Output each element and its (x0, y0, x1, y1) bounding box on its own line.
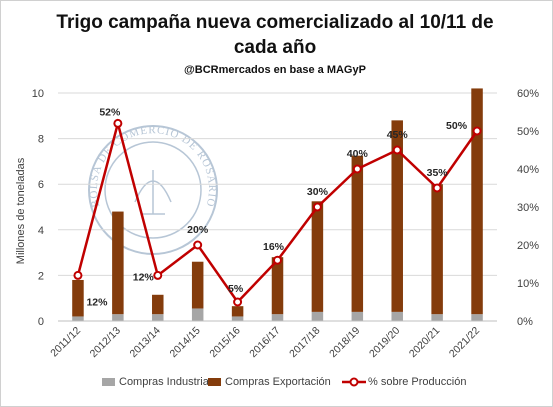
bar-compras-exportacion (311, 201, 324, 312)
bar-compras-exportacion (351, 155, 364, 312)
bar-compras-industria (471, 314, 483, 321)
bar-compras-industria (231, 316, 244, 321)
percent-line (73, 118, 482, 307)
bar-compras-industria (311, 311, 324, 321)
bars (72, 88, 483, 321)
data-label: 5% (228, 283, 244, 295)
y-axis-title: Millones de toneladas (15, 157, 27, 264)
percent-point (472, 126, 482, 136)
bar-compras-industria (72, 316, 84, 321)
percent-point (432, 183, 442, 193)
percent-point (113, 118, 123, 128)
bar-compras-industria (152, 314, 164, 321)
percent-point (392, 145, 402, 155)
data-label: 16% (263, 241, 285, 253)
y-tick-label: 8 (38, 134, 44, 146)
legend-label-percent: % sobre Producción (368, 376, 466, 388)
x-tick-label: 2011/12 (48, 325, 83, 360)
data-label: 50% (446, 120, 468, 132)
data-label: 40% (347, 148, 369, 160)
y-tick-label: 0 (38, 316, 44, 328)
bar-compras-industria (271, 314, 284, 321)
y2-tick-label: 0% (517, 316, 533, 328)
bar-compras-exportacion (231, 306, 244, 317)
legend-label-industria: Compras Industria (119, 376, 210, 388)
data-label: 20% (187, 224, 209, 236)
data-label: 12% (86, 296, 108, 308)
data-label: 35% (427, 167, 449, 179)
x-tick-label: 2018/19 (327, 325, 362, 360)
y-tick-label: 2 (38, 270, 44, 282)
bar-compras-exportacion (431, 184, 443, 315)
bar-compras-exportacion (271, 257, 284, 315)
data-label: 45% (387, 129, 409, 141)
y2-tick-label: 40% (517, 164, 539, 176)
bar-compras-industria (431, 314, 443, 321)
y2-tick-label: 20% (517, 240, 539, 252)
percent-point (273, 255, 282, 265)
percent-point (352, 164, 362, 174)
percent-point (73, 270, 83, 280)
y-tick-label: 4 (38, 225, 44, 237)
bar-compras-exportacion (72, 279, 84, 317)
y2-tick-label: 10% (517, 278, 539, 290)
seal-inner-ring (104, 141, 202, 239)
x-tick-label: 2012/13 (88, 325, 123, 360)
data-label: 52% (99, 106, 121, 118)
y2-tick-label: 30% (517, 202, 539, 214)
legend-swatch-industria (102, 378, 115, 386)
bar-compras-exportacion (391, 120, 403, 312)
x-tick-label: 2020/21 (407, 325, 442, 360)
data-label: 30% (307, 186, 329, 198)
x-tick-label: 2013/14 (128, 325, 163, 360)
percent-point (193, 240, 203, 250)
x-tick-label: 2021/22 (447, 325, 482, 360)
legend-swatch-exportacion (208, 378, 221, 386)
bar-compras-industria (391, 311, 403, 321)
gridlines (58, 92, 497, 276)
bar-compras-industria (351, 311, 364, 321)
bar-compras-exportacion (471, 88, 483, 315)
x-tick-label: 2014/15 (167, 325, 202, 360)
percent-point (153, 270, 163, 280)
chart-subtitle: @BCRmercados en base a MAGyP (184, 64, 366, 76)
data-label: 12% (133, 271, 155, 283)
data-labels: 12% 52% 12% 20% 5% 16% 30% 40% 45% 35% 50% (86, 106, 467, 308)
legend-label-exportacion: Compras Exportación (225, 376, 331, 388)
percent-point (233, 297, 243, 307)
x-tick-label: 2017/18 (287, 325, 322, 360)
seal-emblem (134, 170, 172, 215)
bar-compras-industria (191, 308, 204, 321)
y-tick-label: 6 (38, 179, 44, 191)
legend: Compras Industria Compras Exportación % so… (102, 376, 466, 388)
bar-compras-exportacion (152, 294, 164, 315)
x-tick-label: 2019/20 (367, 325, 402, 360)
bar-compras-industria (112, 314, 124, 321)
percent-point (312, 202, 322, 212)
y2-tick-label: 50% (517, 126, 539, 138)
legend-marker-percent (349, 377, 359, 387)
chart-title: Trigo campaña nueva comercializado al 10… (56, 12, 494, 58)
x-tick-label: 2016/17 (247, 325, 282, 360)
x-tick-label: 2015/16 (207, 325, 242, 360)
bar-compras-exportacion (112, 211, 124, 315)
y-tick-label: 10 (32, 88, 44, 100)
bar-compras-exportacion (191, 261, 204, 309)
y2-tick-label: 60% (517, 88, 539, 100)
